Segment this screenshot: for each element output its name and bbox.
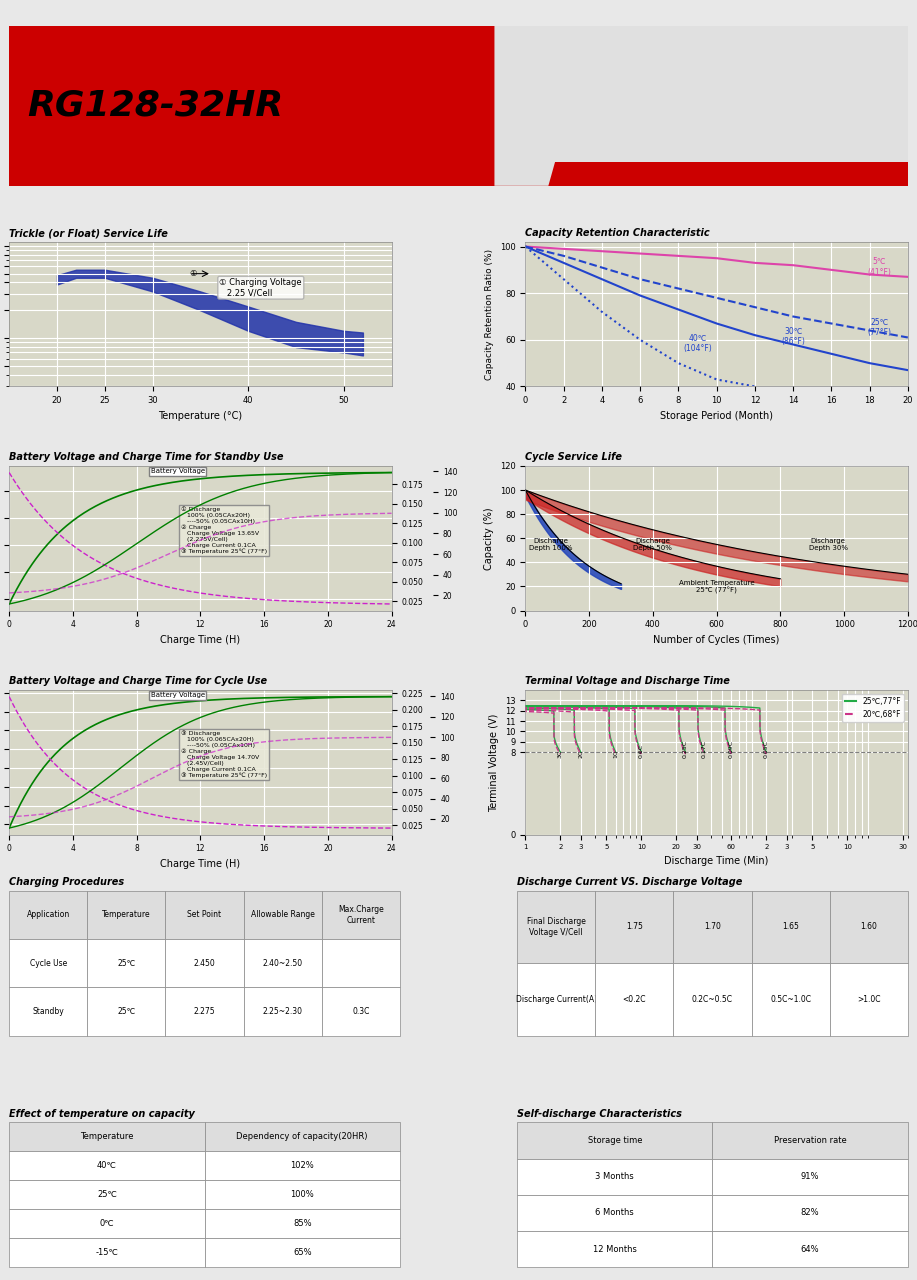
X-axis label: Storage Period (Month): Storage Period (Month) <box>660 411 773 421</box>
Polygon shape <box>494 26 593 186</box>
Y-axis label: Terminal Voltage (V): Terminal Voltage (V) <box>490 713 500 812</box>
Text: 1C: 1C <box>613 750 618 758</box>
Battery Voltage <box>19 568 30 584</box>
Text: Charging Procedures: Charging Procedures <box>9 877 125 887</box>
Text: Discharge
Depth 50%: Discharge Depth 50% <box>634 539 672 552</box>
Text: 5℃
(41°F): 5℃ (41°F) <box>867 257 891 276</box>
FancyBboxPatch shape <box>9 26 503 186</box>
Text: Ambient Temperature
25℃ (77°F): Ambient Temperature 25℃ (77°F) <box>679 580 755 594</box>
Text: 0.6C: 0.6C <box>639 744 644 758</box>
Text: Terminal Voltage and Discharge Time: Terminal Voltage and Discharge Time <box>525 676 730 686</box>
Text: ① Charging Voltage
   2.25 V/Cell: ① Charging Voltage 2.25 V/Cell <box>219 278 302 297</box>
X-axis label: Charge Time (H): Charge Time (H) <box>160 859 240 869</box>
X-axis label: Temperature (°C): Temperature (°C) <box>159 411 242 421</box>
Battery Voltage <box>386 465 397 480</box>
Text: 30℃
(86°F): 30℃ (86°F) <box>781 328 805 347</box>
Y-axis label: Capacity (%): Capacity (%) <box>484 507 494 570</box>
Text: 0.05C: 0.05C <box>764 740 768 758</box>
Text: 25℃
(77°F): 25℃ (77°F) <box>867 317 891 337</box>
Text: Discharge
Depth 30%: Discharge Depth 30% <box>809 539 847 552</box>
Text: ① Discharge
   100% (0.05CAx20H)
   ----50% (0.05CAx10H)
② Charge
   Charge Volt: ① Discharge 100% (0.05CAx20H) ----50% (0… <box>182 507 268 554</box>
Battery Voltage <box>4 596 15 612</box>
Text: Battery Voltage and Charge Time for Cycle Use: Battery Voltage and Charge Time for Cycl… <box>9 676 267 686</box>
Text: Cycle Service Life: Cycle Service Life <box>525 452 623 462</box>
Text: 2C: 2C <box>579 750 583 758</box>
Text: 0.25C: 0.25C <box>683 740 688 758</box>
FancyBboxPatch shape <box>503 161 908 186</box>
Text: 0.17C: 0.17C <box>702 740 707 758</box>
Text: Battery Voltage: Battery Voltage <box>150 692 204 699</box>
Text: Battery Voltage: Battery Voltage <box>150 468 204 474</box>
X-axis label: Number of Cycles (Times): Number of Cycles (Times) <box>654 635 779 645</box>
Text: Discharge
Depth 100%: Discharge Depth 100% <box>529 539 572 552</box>
Text: 0.09C: 0.09C <box>729 740 734 758</box>
Battery Voltage <box>75 508 86 524</box>
Text: Capacity Retention Characteristic: Capacity Retention Characteristic <box>525 228 710 238</box>
Text: Battery Voltage and Charge Time for Standby Use: Battery Voltage and Charge Time for Stan… <box>9 452 283 462</box>
Battery Voltage <box>367 465 378 480</box>
X-axis label: Discharge Time (Min): Discharge Time (Min) <box>665 856 768 867</box>
X-axis label: Charge Time (H): Charge Time (H) <box>160 635 240 645</box>
Text: ①: ① <box>189 269 196 278</box>
Battery Voltage <box>353 465 364 480</box>
Text: ③ Discharge
   100% (0.065CAx20H)
   ----50% (0.05CAx10H)
② Charge
   Charge Vol: ③ Discharge 100% (0.065CAx20H) ----50% (… <box>182 731 268 778</box>
Text: 40℃
(104°F): 40℃ (104°F) <box>683 334 712 353</box>
Battery Voltage <box>27 557 38 572</box>
Text: Effect of temperature on capacity: Effect of temperature on capacity <box>9 1108 195 1119</box>
Y-axis label: Capacity Retention Ratio (%): Capacity Retention Ratio (%) <box>485 248 494 380</box>
Battery Voltage <box>105 492 116 507</box>
Text: 3C: 3C <box>558 750 563 758</box>
Text: Discharge Current VS. Discharge Voltage: Discharge Current VS. Discharge Voltage <box>517 877 743 887</box>
Text: Trickle (or Float) Service Life: Trickle (or Float) Service Life <box>9 228 168 238</box>
Polygon shape <box>477 26 548 186</box>
Legend: 25℃,77°F, 20℃,68°F: 25℃,77°F, 20℃,68°F <box>842 694 904 722</box>
Line: Battery Voltage: Battery Voltage <box>9 472 392 604</box>
FancyBboxPatch shape <box>503 26 908 161</box>
Text: Self-discharge Characteristics: Self-discharge Characteristics <box>517 1108 682 1119</box>
Text: RG128-32HR: RG128-32HR <box>28 88 283 123</box>
